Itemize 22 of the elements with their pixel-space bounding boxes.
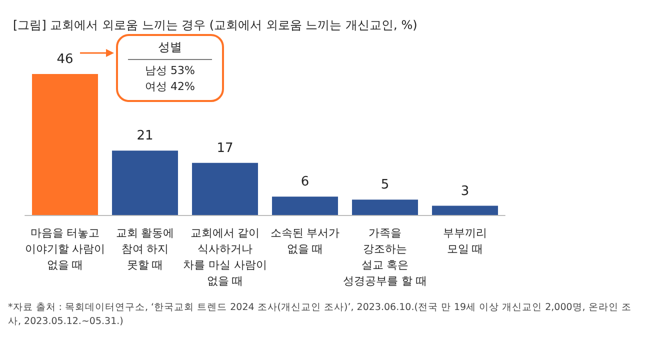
data-label: 21 — [136, 128, 154, 144]
data-label: 3 — [460, 184, 470, 199]
x-tick-label: 마음을 터놓고 이야기할 사람이 없을 때 — [24, 226, 106, 272]
data-label: 46 — [56, 52, 74, 67]
x-tick-label: 부부끼리 모일 때 — [443, 226, 487, 256]
bar — [352, 200, 418, 215]
data-label: 6 — [300, 174, 310, 190]
bar — [272, 196, 338, 215]
x-tick-label: 교회 활동에 참여 하지 못할 때 — [116, 226, 174, 272]
annotation: 성별 남성 53% 여성 42% — [144, 39, 196, 95]
x-tick-label: 소속된 부서가 없을 때 — [270, 226, 340, 256]
data-label: 5 — [380, 178, 390, 193]
x-tick-label: 교회에서 같이 식사하거나 차를 마실 사람이 없을 때 — [183, 226, 267, 288]
bar — [192, 162, 258, 215]
bar — [432, 206, 498, 215]
callout-box: 성별 남성 53% 여성 42% — [116, 34, 224, 102]
bar — [32, 74, 98, 215]
text: *자료 출처 : 목회데이터연구소, ‘한국교회 트렌드 2024 조사(개신교인 조사)’, 2023.06.10.(전국 만 19세 이상 개신교인 2,000명, 온라인 조사, 2023.05.12.~05.31.) — [8, 301, 632, 329]
chart-title: [그림] 교회에서 외로움 느끼는 경우 (교회에서 외로움 느끼는 개신교인, %) — [13, 18, 418, 32]
bar — [112, 150, 178, 215]
x-tick-label: 가족을 강조하는 설교 혹은 성경공부를 할 때 — [343, 226, 427, 288]
data-label: 17 — [216, 140, 234, 156]
